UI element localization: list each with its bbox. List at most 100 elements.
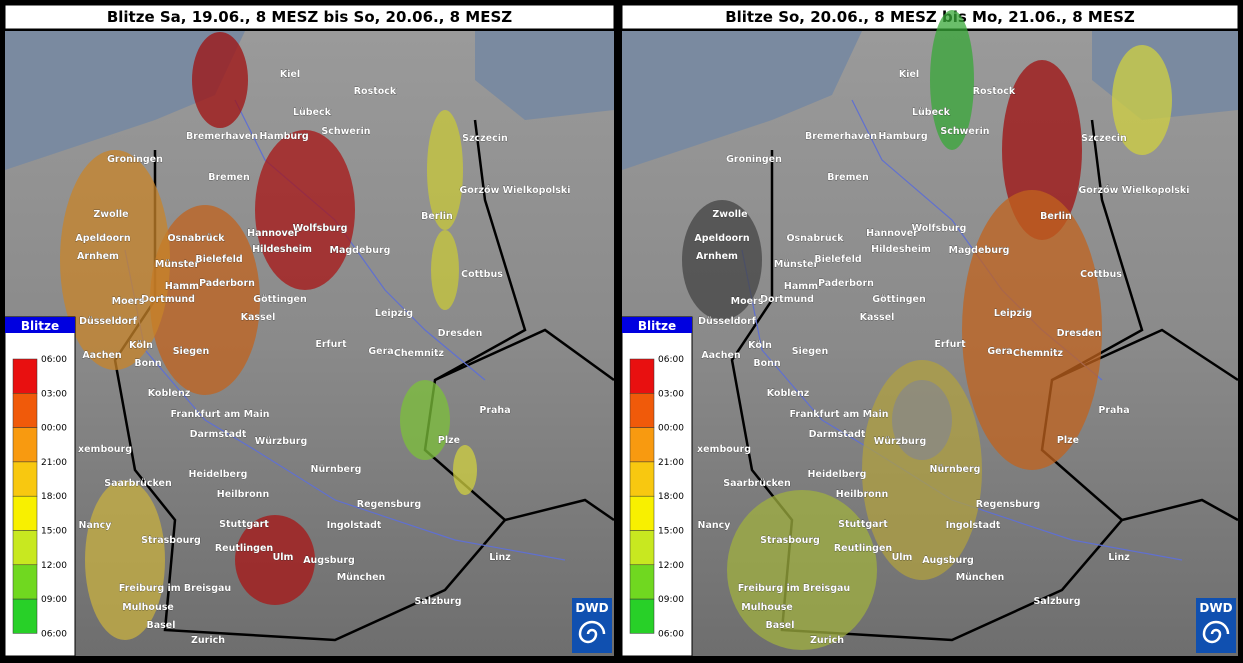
city-label: Dortmund: [760, 294, 814, 305]
legend-swatch: [12, 427, 38, 463]
legend-label: 03:00: [658, 389, 684, 399]
city-label: Düsseldorf: [79, 316, 138, 327]
city-label: Bremen: [208, 172, 250, 183]
city-label: Groningen: [726, 154, 782, 165]
city-label: Bonn: [753, 358, 781, 369]
city-label: Salzburg: [414, 596, 461, 607]
legend-label: 00:00: [41, 424, 67, 434]
city-label: xembourg: [697, 444, 751, 455]
city-label: Heilbronn: [836, 489, 889, 500]
city-label: Göttingen: [872, 294, 926, 305]
legend-swatch: [12, 495, 38, 531]
logo-swirl: [1202, 620, 1230, 644]
city-label: Magdeburg: [330, 245, 391, 256]
legend-label: 03:00: [41, 389, 67, 399]
city-label: Chemnitz: [394, 348, 445, 359]
city-label: Saarbrücken: [723, 478, 791, 489]
city-label: Aachen: [82, 350, 122, 361]
lightning-area: [862, 360, 982, 580]
legend-label: 09:00: [658, 595, 684, 605]
city-label: Groningen: [107, 154, 163, 165]
legend-header: [622, 317, 692, 333]
map-title: Blitze So, 20.06., 8 MESZ bis Mo, 21.06.…: [725, 8, 1135, 26]
legend-label: 15:00: [41, 527, 67, 537]
city-label: Nürnberg: [930, 464, 981, 475]
legend-label: 18:00: [41, 492, 67, 502]
logo-box: [1196, 598, 1236, 653]
city-label: Leipzig: [375, 308, 413, 319]
city-label: Kiel: [280, 69, 300, 80]
city-label: Erfurt: [315, 339, 347, 350]
legend-label: 12:00: [658, 561, 684, 571]
lightning-area: [682, 200, 762, 320]
city-label: Rostock: [973, 86, 1016, 97]
city-label: Köln: [748, 340, 772, 351]
legend-swatch: [629, 495, 655, 531]
map-title: Blitze Sa, 19.06., 8 MESZ bis So, 20.06.…: [107, 8, 512, 26]
title-bar: [621, 4, 1239, 30]
city-label: Heidelberg: [189, 469, 248, 480]
legend-label: 21:00: [658, 458, 684, 468]
city-label: Berlin: [421, 211, 453, 222]
city-label: Regensburg: [357, 499, 421, 510]
city-label: Hamburg: [878, 131, 927, 142]
city-label: Nürnberg: [311, 464, 362, 475]
legend-swatch: [629, 530, 655, 566]
city-label: Erfurt: [934, 339, 966, 350]
city-label: Dortmund: [141, 294, 195, 305]
title-bar: [4, 4, 615, 30]
city-label: Göttingen: [253, 294, 307, 305]
legend-label: 15:00: [658, 527, 684, 537]
border: [434, 328, 615, 522]
city-label: Plze: [1057, 435, 1079, 446]
city-label: Köln: [129, 340, 153, 351]
lightning-area: [962, 190, 1102, 470]
city-label: Frankfurt am Main: [171, 409, 270, 420]
legend-header: [5, 317, 75, 333]
city-label: Paderborn: [199, 278, 255, 289]
lightning-area: [235, 515, 315, 605]
city-label: Freiburg im Breisgau: [738, 583, 850, 594]
city-label: Reutlingen: [834, 543, 893, 554]
city-label: Arnhem: [696, 251, 738, 262]
logo-box: [572, 598, 612, 653]
city-label: Hamm: [784, 281, 818, 292]
city-label: Praha: [1098, 405, 1129, 416]
city-label: Paderborn: [818, 278, 874, 289]
city-label: Augsburg: [303, 555, 355, 566]
city-label: Hannover: [247, 228, 299, 239]
city-label: Chemnitz: [1013, 348, 1064, 359]
legend-swatch: [629, 564, 655, 600]
city-label: Szczecin: [1081, 133, 1127, 144]
city-label: Gera: [368, 346, 393, 357]
city-label: Arnhem: [77, 251, 119, 262]
lightning-area: [60, 150, 170, 370]
city-label: Dresden: [1057, 328, 1102, 339]
lightning-area: [1112, 45, 1172, 155]
city-label: Würzburg: [874, 436, 927, 447]
city-label: Zurich: [810, 635, 844, 646]
city-label: Reutlingen: [215, 543, 274, 554]
city-label: Siegen: [792, 346, 829, 357]
city-label: Bremerhaven: [186, 131, 258, 142]
map-panel: Blitze Sa, 19.06., 8 MESZ bis So, 20.06.…: [4, 4, 615, 657]
city-label: Ingolstadt: [946, 520, 1001, 531]
city-label: Apeldoorn: [694, 233, 749, 244]
city-label: Augsburg: [922, 555, 974, 566]
legend-label: 06:00: [658, 355, 684, 365]
city-label: Cottbus: [461, 269, 503, 280]
legend-swatch: [629, 393, 655, 428]
city-label: Linz: [1108, 552, 1130, 563]
map-panel: Blitze So, 20.06., 8 MESZ bis Mo, 21.06.…: [621, 4, 1239, 657]
legend-swatch: [12, 598, 38, 634]
city-label: Heidelberg: [808, 469, 867, 480]
city-label: xembourg: [78, 444, 132, 455]
city-label: Hildesheim: [871, 244, 931, 255]
legend-swatch: [12, 461, 38, 497]
legend-swatch: [629, 598, 655, 634]
city-label: Aachen: [701, 350, 741, 361]
city-label: Linz: [489, 552, 511, 563]
logo-text: DWD: [575, 601, 608, 615]
legend-label: 06:00: [41, 355, 67, 365]
